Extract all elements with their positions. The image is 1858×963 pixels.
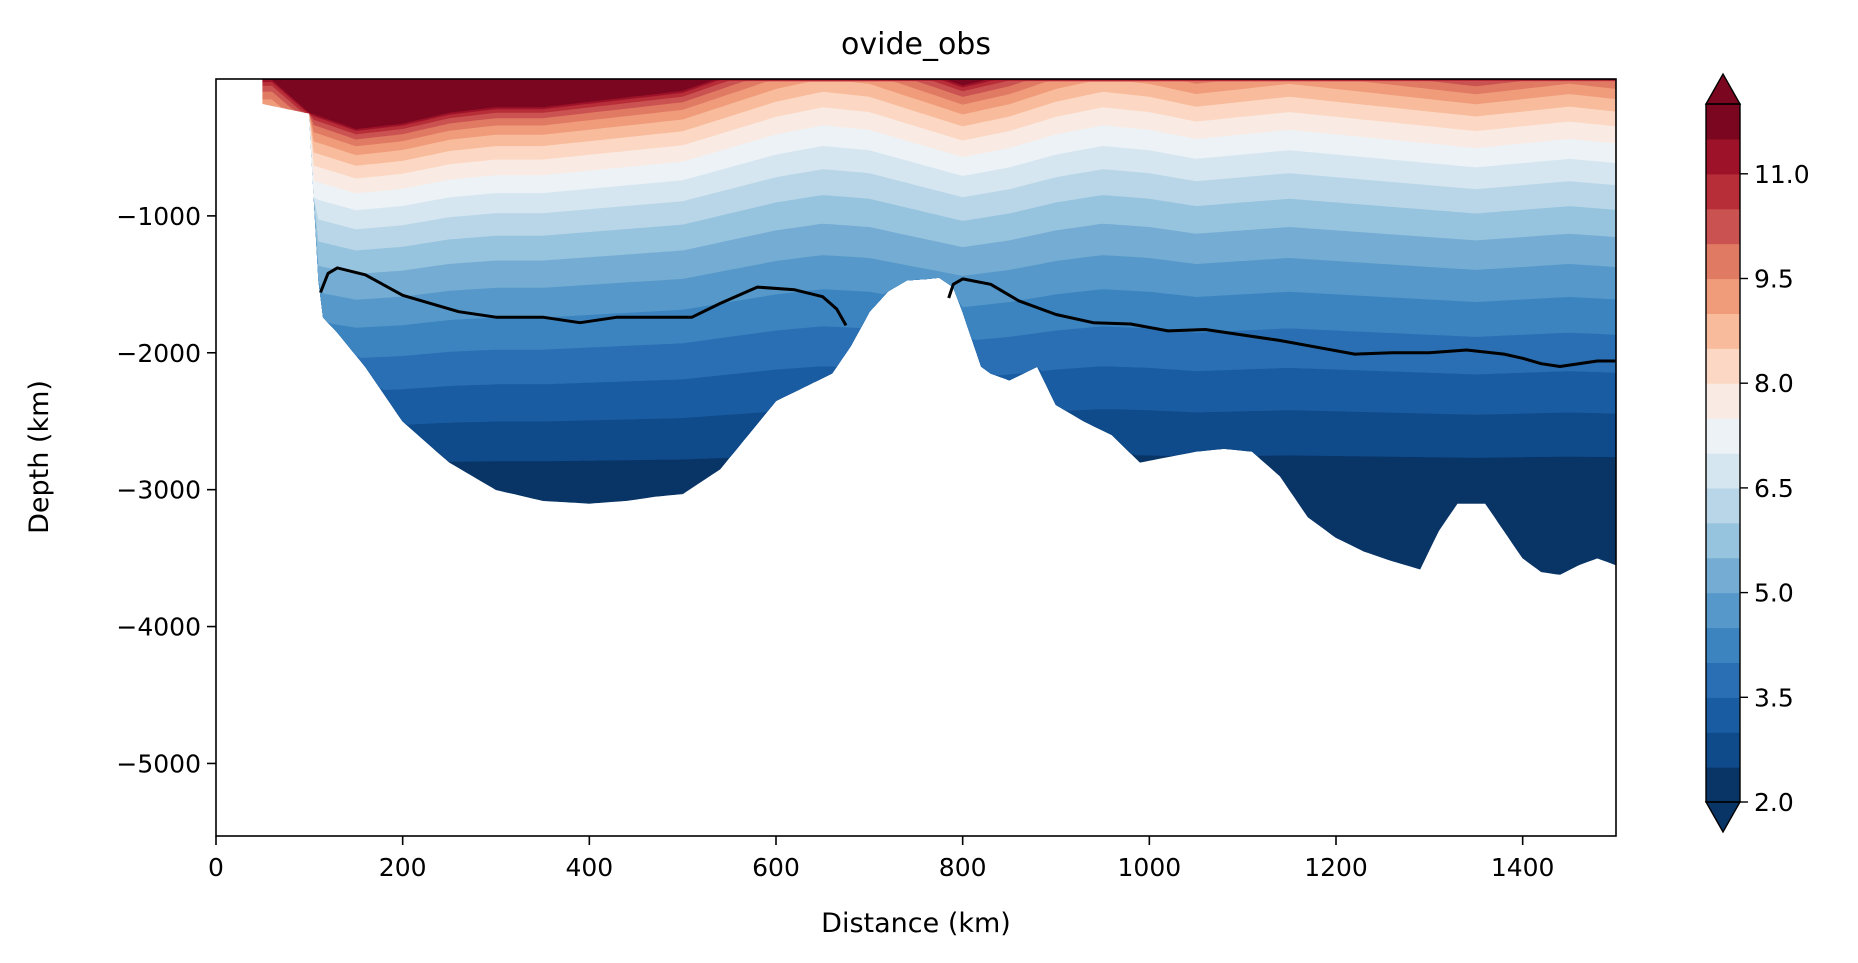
temperature-band bbox=[262, 79, 1616, 130]
y-tick-label: −4000 bbox=[116, 613, 201, 642]
colorbar-segment bbox=[1706, 522, 1740, 559]
colorbar-tick-label: 2.0 bbox=[1754, 788, 1794, 817]
colorbar-segment bbox=[1706, 732, 1740, 768]
temperature-bands bbox=[262, 79, 1616, 575]
y-tick-label: −5000 bbox=[116, 749, 201, 778]
colorbar-frame bbox=[1705, 103, 1741, 803]
plot-frame bbox=[215, 78, 1617, 837]
x-axis-label: Distance (km) bbox=[821, 908, 1011, 939]
x-tick-label: 0 bbox=[208, 853, 224, 882]
x-tick-label: 800 bbox=[939, 853, 987, 882]
colorbar-segment bbox=[1706, 662, 1740, 698]
colorbar-segment bbox=[1706, 173, 1740, 210]
colorbar-segment bbox=[1706, 767, 1740, 803]
y-tick-label: −3000 bbox=[116, 476, 201, 505]
colorbar-segment bbox=[1706, 627, 1740, 663]
colorbar-tick-label: 5.0 bbox=[1754, 579, 1794, 608]
colorbar-segment bbox=[1706, 138, 1740, 175]
colorbar-segment bbox=[1706, 557, 1740, 594]
colorbar-tick-label: 11.0 bbox=[1754, 160, 1810, 189]
y-tick-label: −2000 bbox=[116, 339, 201, 368]
plot-area: 0 200 400 600 800 1000 1200 1400 −1000 −2000 −300… bbox=[116, 78, 1617, 882]
colorbar-segment bbox=[1706, 208, 1740, 245]
x-tick-label: 1000 bbox=[1118, 853, 1182, 882]
colorbar-segment bbox=[1706, 697, 1740, 733]
isoline-contour bbox=[947, 277, 1616, 368]
colorbar-tick-label: 6.5 bbox=[1754, 474, 1794, 503]
colorbar-segment bbox=[1706, 348, 1740, 384]
colorbar-segment bbox=[1706, 418, 1740, 454]
colorbar-segment bbox=[1706, 383, 1740, 419]
colorbar-segment bbox=[1706, 487, 1740, 524]
y-axis-label: Depth (km) bbox=[24, 380, 55, 534]
colorbar-segment bbox=[1706, 592, 1740, 629]
colorbar-segment bbox=[1706, 104, 1740, 140]
isolines bbox=[319, 266, 1616, 368]
x-tick-label: 600 bbox=[752, 853, 800, 882]
colorbar-tick-label: 9.5 bbox=[1754, 265, 1794, 294]
colorbar: 2.0 3.5 5.0 6.5 8.0 9.5 11.0 bbox=[1704, 72, 1810, 834]
y-axis: −1000 −2000 −3000 −4000 −5000 bbox=[116, 202, 216, 778]
colorbar-segment bbox=[1706, 278, 1740, 314]
colorbar-segment bbox=[1706, 243, 1740, 280]
colorbar-extend-min bbox=[1704, 801, 1742, 834]
x-tick-label: 1200 bbox=[1304, 853, 1368, 882]
x-axis: 0 200 400 600 800 1000 1200 1400 bbox=[208, 836, 1554, 882]
x-tick-label: 200 bbox=[379, 853, 427, 882]
colorbar-segment bbox=[1706, 453, 1740, 489]
colorbar-segment bbox=[1706, 313, 1740, 349]
chart-title: ovide_obs bbox=[841, 27, 991, 62]
x-tick-label: 1400 bbox=[1491, 853, 1555, 882]
isoline-contour bbox=[319, 266, 848, 327]
y-tick-label: −1000 bbox=[116, 202, 201, 231]
colorbar-tick-label: 3.5 bbox=[1754, 683, 1794, 712]
x-tick-label: 400 bbox=[565, 853, 613, 882]
colorbar-tick-label: 8.0 bbox=[1754, 369, 1794, 398]
colorbar-extend-max bbox=[1704, 72, 1742, 105]
